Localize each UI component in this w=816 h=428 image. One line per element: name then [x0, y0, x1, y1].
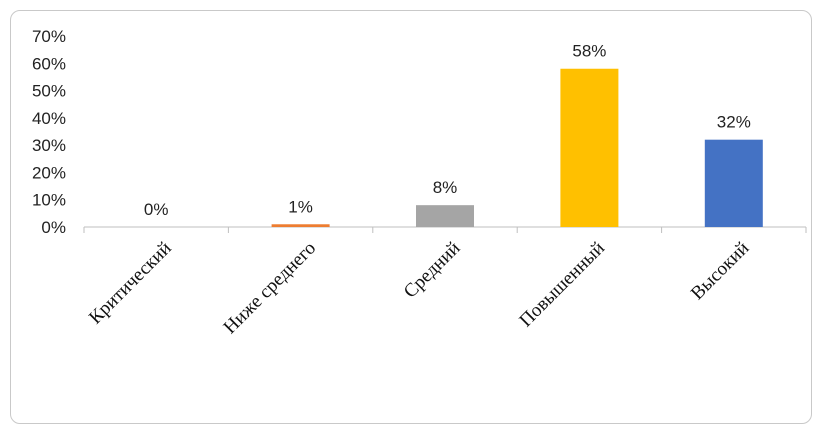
y-tick-label: 20% — [32, 163, 66, 182]
data-label: 8% — [433, 178, 458, 197]
y-tick-label: 70% — [32, 27, 66, 46]
bar — [271, 224, 330, 227]
bar — [416, 205, 474, 227]
y-tick-label: 50% — [32, 82, 66, 101]
chart-frame — [10, 10, 812, 424]
category-label: Критический — [85, 238, 176, 329]
data-label: 32% — [717, 113, 751, 132]
y-tick-label: 30% — [32, 136, 66, 155]
y-tick-label: 40% — [32, 109, 66, 128]
y-tick-label: 60% — [32, 54, 66, 73]
data-label: 58% — [572, 42, 606, 61]
bar — [704, 139, 763, 227]
bar — [560, 68, 619, 227]
data-label: 1% — [288, 197, 313, 216]
category-label: Повышенный — [515, 238, 609, 332]
category-label: Ниже среднего — [220, 238, 321, 339]
y-tick-label: 0% — [41, 218, 66, 237]
category-label: Средний — [400, 238, 465, 303]
data-label: 0% — [144, 200, 169, 219]
y-tick-label: 10% — [32, 191, 66, 210]
category-label: Высокий — [687, 238, 753, 304]
